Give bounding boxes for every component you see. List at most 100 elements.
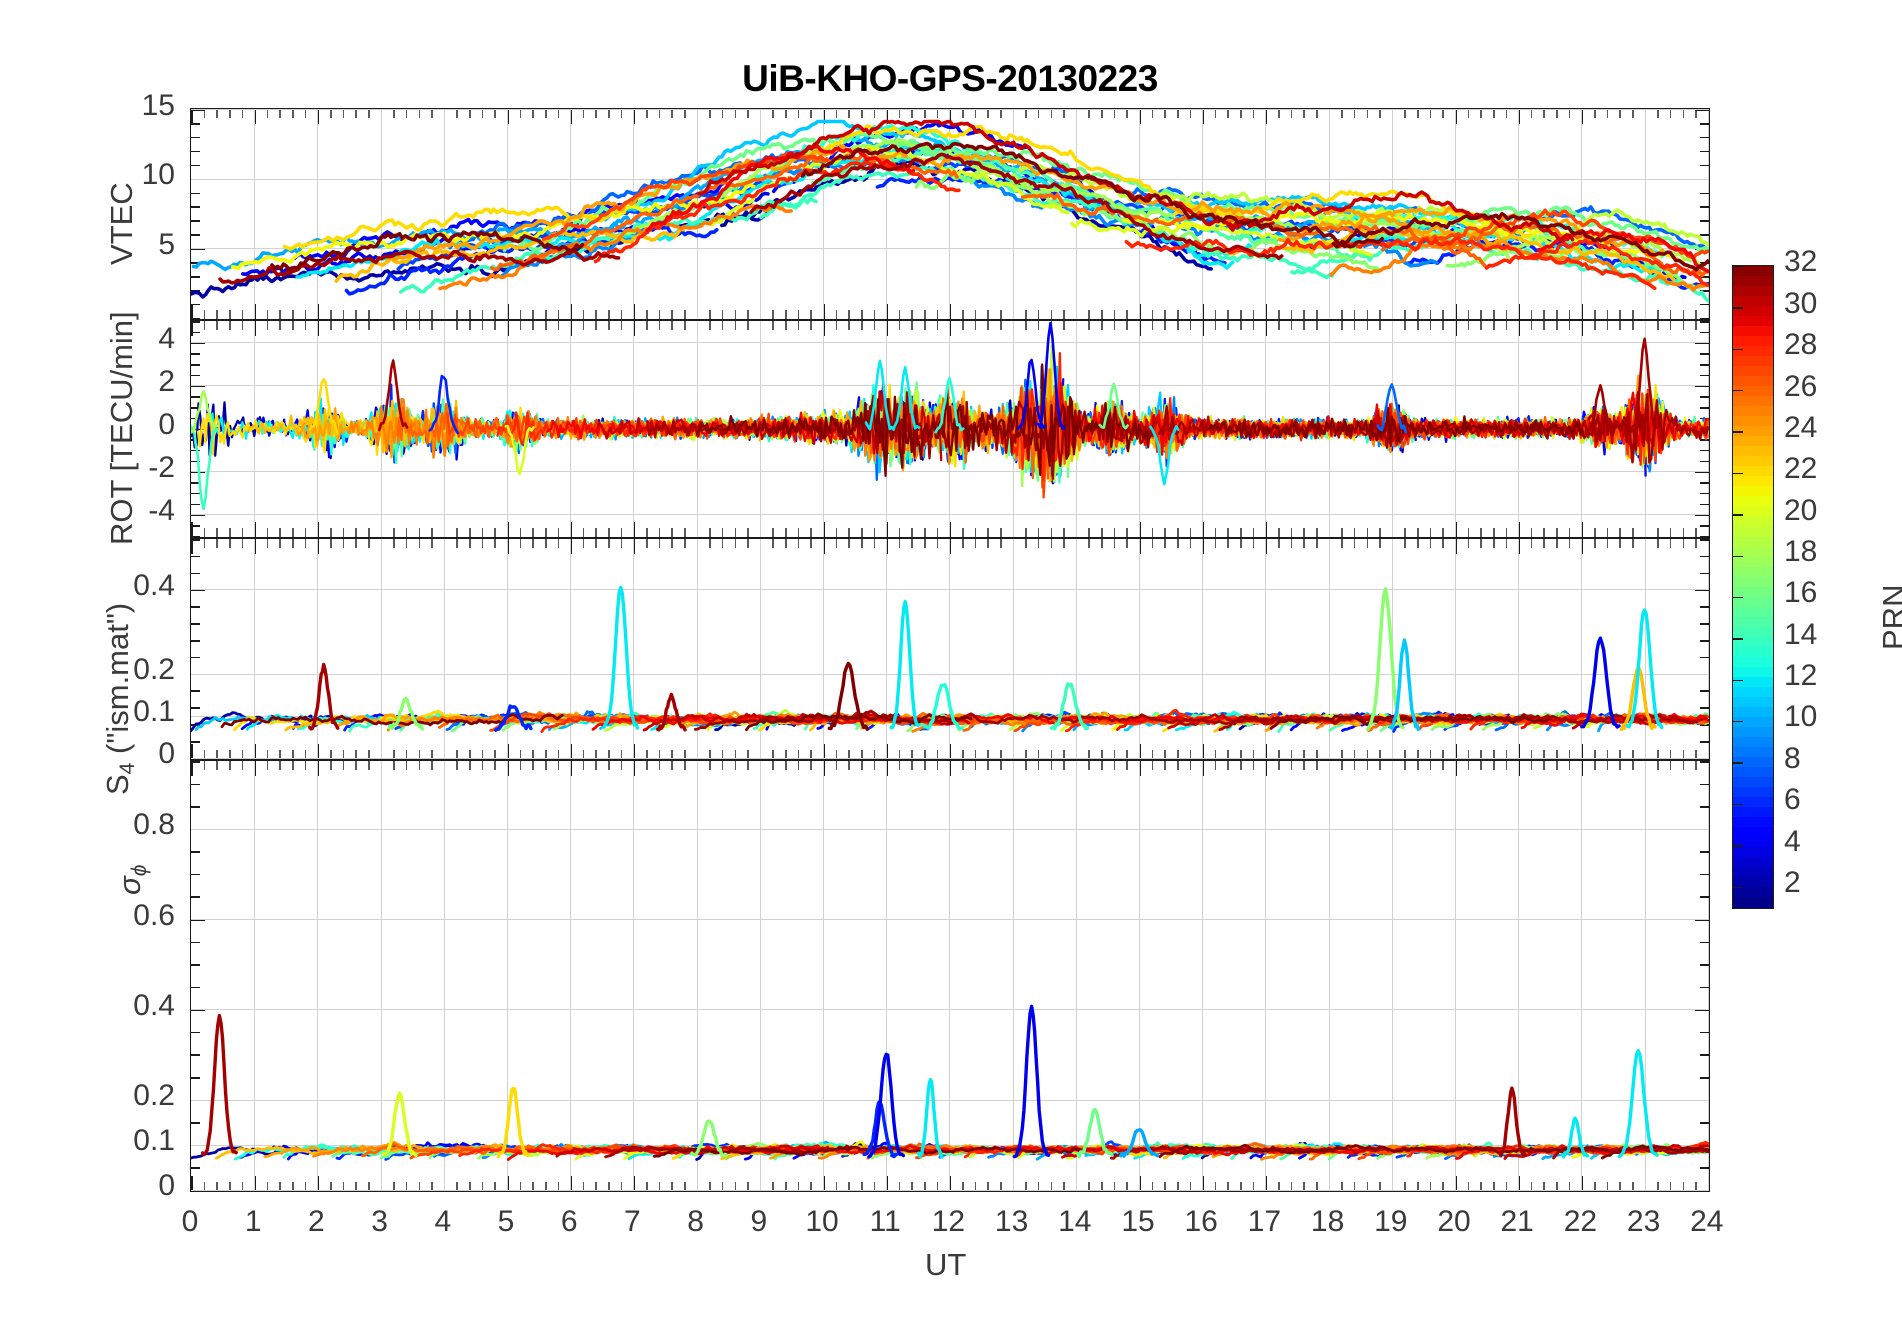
- y-minor-tick-right: [1700, 525, 1709, 527]
- x-minor-tick-top: [456, 321, 459, 330]
- x-minor-tick-top: [1467, 761, 1470, 770]
- x-minor-tick: [1417, 528, 1419, 537]
- data-trace-line: [496, 1086, 530, 1159]
- vertical-gridline: [759, 539, 761, 759]
- x-minor-tick: [1252, 528, 1255, 537]
- colorbar-segment: [1733, 706, 1773, 718]
- x-minor-tick: [936, 750, 939, 759]
- x-minor-tick-top: [1126, 109, 1128, 118]
- x-minor-tick: [1025, 310, 1027, 319]
- x-minor-tick: [1606, 750, 1609, 759]
- x-minor-tick: [405, 750, 408, 759]
- data-trace-line: [655, 692, 687, 732]
- x-minor-tick: [709, 310, 711, 319]
- x-minor-tick-top: [709, 761, 711, 770]
- x-major-tick: [191, 1176, 193, 1191]
- x-minor-tick-top: [1682, 321, 1685, 330]
- x-minor-tick: [1505, 310, 1508, 319]
- x-minor-tick: [936, 310, 939, 319]
- x-minor-tick-top: [646, 321, 648, 330]
- y-minor-tick: [191, 606, 200, 608]
- x-minor-tick: [1151, 310, 1154, 319]
- x-major-tick-top: [191, 761, 193, 776]
- colorbar-segment: [1733, 416, 1773, 428]
- y-minor-tick-right: [1700, 460, 1709, 463]
- data-trace-line: [889, 599, 921, 730]
- y-minor-tick-right: [1700, 331, 1709, 334]
- y-minor-tick: [191, 896, 200, 898]
- x-minor-tick-top: [330, 321, 332, 330]
- x-minor-tick: [1379, 1182, 1381, 1191]
- x-major-tick-top: [191, 109, 193, 124]
- x-minor-tick: [1682, 1182, 1685, 1191]
- vertical-gridline: [949, 539, 951, 759]
- x-minor-tick-top: [1151, 539, 1154, 548]
- y-minor-tick-right: [1700, 1054, 1709, 1056]
- x-minor-tick: [1290, 1182, 1293, 1191]
- x-minor-tick: [1556, 310, 1558, 319]
- x-minor-tick: [519, 528, 522, 537]
- x-tick-label: 10: [805, 1205, 839, 1238]
- data-trace-line: [270, 230, 585, 272]
- vertical-gridline: [1328, 539, 1330, 759]
- x-minor-tick-top: [456, 761, 459, 770]
- vertical-gridline: [1455, 761, 1456, 1191]
- x-minor-tick: [1492, 750, 1495, 759]
- x-minor-tick: [1606, 528, 1609, 537]
- y-minor-tick-right: [1700, 761, 1709, 763]
- x-minor-tick-top: [1669, 761, 1672, 770]
- x-minor-tick-top: [1631, 109, 1634, 118]
- x-minor-tick: [1606, 310, 1609, 319]
- x-minor-tick: [1353, 1182, 1356, 1191]
- x-minor-tick-top: [532, 761, 534, 770]
- x-minor-tick: [1037, 310, 1040, 319]
- x-tick-label: 11: [869, 1205, 901, 1238]
- x-minor-tick: [1164, 1182, 1166, 1191]
- colorbar-segment: [1733, 466, 1773, 478]
- y-tick-label: 0: [158, 1169, 175, 1203]
- x-minor-tick: [279, 310, 282, 319]
- x-minor-tick: [557, 750, 560, 759]
- x-minor-tick: [1240, 310, 1242, 319]
- x-minor-tick: [911, 750, 914, 759]
- x-minor-tick-top: [1543, 539, 1546, 548]
- x-minor-tick-top: [1050, 109, 1053, 118]
- y-minor-tick-right: [1700, 317, 1709, 319]
- colorbar-prn[interactable]: [1732, 265, 1774, 909]
- x-minor-tick-top: [1606, 539, 1609, 548]
- x-minor-tick: [658, 750, 661, 759]
- x-minor-tick: [595, 310, 598, 319]
- x-minor-tick: [228, 1182, 231, 1191]
- colorbar-tick-label: 24: [1784, 410, 1818, 444]
- x-minor-tick-top: [734, 761, 737, 770]
- colorbar-segment: [1733, 796, 1773, 808]
- x-minor-tick: [797, 310, 800, 319]
- x-minor-tick: [1669, 310, 1672, 319]
- vertical-gridline: [633, 539, 635, 759]
- y-minor-tick: [191, 525, 200, 527]
- x-minor-tick: [469, 310, 471, 319]
- x-minor-tick-top: [279, 539, 282, 548]
- x-minor-tick-top: [1594, 109, 1596, 118]
- x-minor-tick-top: [216, 321, 218, 330]
- y-minor-tick-right: [1700, 289, 1709, 292]
- vertical-gridline: [1328, 761, 1330, 1191]
- x-minor-tick: [721, 528, 724, 537]
- y-minor-tick-right: [1700, 150, 1709, 153]
- x-minor-tick-top: [469, 539, 471, 548]
- x-minor-tick: [1050, 750, 1053, 759]
- x-minor-tick: [532, 750, 534, 759]
- y-tick-label: 10: [141, 158, 175, 192]
- x-minor-tick-top: [1556, 539, 1558, 548]
- y-minor-tick-right: [1700, 535, 1709, 537]
- x-minor-tick: [999, 528, 1002, 537]
- colorbar-tick-label: 28: [1784, 328, 1818, 362]
- x-minor-tick: [1113, 750, 1116, 759]
- y-minor-tick-right: [1700, 783, 1709, 786]
- x-minor-tick-top: [1341, 109, 1343, 118]
- x-minor-tick: [1442, 528, 1444, 537]
- x-minor-tick: [456, 310, 459, 319]
- x-minor-tick-top: [999, 109, 1002, 118]
- x-minor-tick-top: [1278, 109, 1280, 118]
- x-minor-tick-top: [1303, 321, 1305, 330]
